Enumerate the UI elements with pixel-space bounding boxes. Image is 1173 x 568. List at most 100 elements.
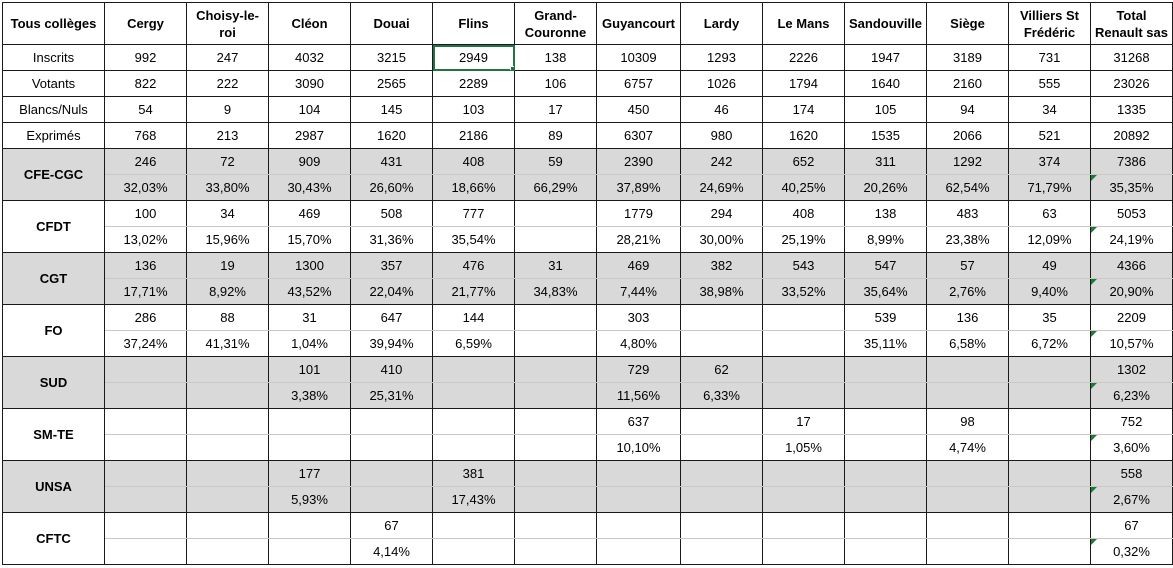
data-cell[interactable]: 1293: [680, 44, 763, 71]
percent-cell[interactable]: 18,66%: [432, 174, 515, 201]
percent-cell[interactable]: 9,40%: [1008, 278, 1091, 305]
votes-cell[interactable]: 381: [432, 460, 515, 487]
percent-cell[interactable]: [680, 434, 763, 461]
votes-cell[interactable]: [596, 460, 681, 487]
data-cell[interactable]: 2987: [268, 122, 351, 149]
data-cell[interactable]: 1620: [350, 122, 433, 149]
percent-cell[interactable]: 71,79%: [1008, 174, 1091, 201]
percent-cell[interactable]: [514, 226, 597, 253]
votes-cell[interactable]: [680, 512, 763, 539]
votes-cell[interactable]: 136: [926, 304, 1009, 331]
percent-cell[interactable]: [186, 434, 269, 461]
votes-cell[interactable]: 547: [844, 252, 927, 279]
party-name[interactable]: CFDT: [2, 200, 105, 253]
votes-cell[interactable]: [268, 408, 351, 435]
row-label[interactable]: Exprimés: [2, 122, 105, 149]
data-cell[interactable]: 1026: [680, 70, 763, 97]
data-cell[interactable]: 2186: [432, 122, 515, 149]
header-cell-corner[interactable]: Tous collèges: [2, 2, 105, 45]
percent-cell[interactable]: 66,29%: [514, 174, 597, 201]
percent-cell[interactable]: [680, 330, 763, 357]
header-cell-site[interactable]: Sandouville: [844, 2, 927, 45]
votes-cell[interactable]: [350, 408, 433, 435]
percent-cell[interactable]: 38,98%: [680, 278, 763, 305]
party-name[interactable]: CGT: [2, 252, 105, 305]
votes-cell[interactable]: 1302: [1090, 356, 1173, 383]
votes-cell[interactable]: 408: [432, 148, 515, 175]
data-cell[interactable]: 10309: [596, 44, 681, 71]
votes-cell[interactable]: 31: [514, 252, 597, 279]
votes-cell[interactable]: [844, 512, 927, 539]
votes-cell[interactable]: 1292: [926, 148, 1009, 175]
votes-cell[interactable]: 909: [268, 148, 351, 175]
votes-cell[interactable]: 98: [926, 408, 1009, 435]
votes-cell[interactable]: 431: [350, 148, 433, 175]
percent-cell[interactable]: 37,24%: [104, 330, 187, 357]
votes-cell[interactable]: [596, 512, 681, 539]
votes-cell[interactable]: [186, 408, 269, 435]
votes-cell[interactable]: 242: [680, 148, 763, 175]
data-cell[interactable]: 106: [514, 70, 597, 97]
votes-cell[interactable]: 357: [350, 252, 433, 279]
percent-cell[interactable]: 23,38%: [926, 226, 1009, 253]
data-cell[interactable]: 247: [186, 44, 269, 71]
percent-cell[interactable]: [186, 486, 269, 513]
percent-cell[interactable]: 34,83%: [514, 278, 597, 305]
votes-cell[interactable]: 752: [1090, 408, 1173, 435]
data-cell[interactable]: 105: [844, 96, 927, 123]
percent-cell[interactable]: 62,54%: [926, 174, 1009, 201]
votes-cell[interactable]: 246: [104, 148, 187, 175]
party-name[interactable]: CFTC: [2, 512, 105, 565]
percent-cell[interactable]: [268, 538, 351, 565]
percent-cell[interactable]: [104, 434, 187, 461]
votes-cell[interactable]: 67: [350, 512, 433, 539]
percent-cell[interactable]: [844, 538, 927, 565]
percent-cell[interactable]: [926, 538, 1009, 565]
percent-cell[interactable]: 28,21%: [596, 226, 681, 253]
votes-cell[interactable]: [186, 460, 269, 487]
votes-cell[interactable]: 138: [844, 200, 927, 227]
percent-cell[interactable]: [844, 434, 927, 461]
data-cell[interactable]: 213: [186, 122, 269, 149]
percent-cell[interactable]: [350, 486, 433, 513]
percent-cell[interactable]: 6,58%: [926, 330, 1009, 357]
data-cell[interactable]: 3189: [926, 44, 1009, 71]
votes-cell[interactable]: [514, 512, 597, 539]
votes-cell[interactable]: 543: [762, 252, 845, 279]
percent-cell[interactable]: 2,67%: [1090, 486, 1173, 513]
header-cell-total[interactable]: Total Renault sas: [1090, 2, 1173, 45]
percent-cell[interactable]: [432, 382, 515, 409]
percent-cell[interactable]: [186, 382, 269, 409]
percent-cell[interactable]: 26,60%: [350, 174, 433, 201]
data-cell[interactable]: 174: [762, 96, 845, 123]
data-cell[interactable]: 822: [104, 70, 187, 97]
data-cell[interactable]: 23026: [1090, 70, 1173, 97]
percent-cell[interactable]: [762, 330, 845, 357]
votes-cell[interactable]: [844, 460, 927, 487]
votes-cell[interactable]: 286: [104, 304, 187, 331]
votes-cell[interactable]: [762, 460, 845, 487]
data-cell[interactable]: 1947: [844, 44, 927, 71]
votes-cell[interactable]: 19: [186, 252, 269, 279]
percent-cell[interactable]: 35,54%: [432, 226, 515, 253]
percent-cell[interactable]: 3,60%: [1090, 434, 1173, 461]
data-cell[interactable]: 1335: [1090, 96, 1173, 123]
votes-cell[interactable]: 637: [596, 408, 681, 435]
percent-cell[interactable]: 4,74%: [926, 434, 1009, 461]
percent-cell[interactable]: 5,93%: [268, 486, 351, 513]
votes-cell[interactable]: 100: [104, 200, 187, 227]
data-cell[interactable]: 450: [596, 96, 681, 123]
percent-cell[interactable]: [1008, 382, 1091, 409]
votes-cell[interactable]: [104, 460, 187, 487]
percent-cell[interactable]: 17,43%: [432, 486, 515, 513]
data-cell[interactable]: 4032: [268, 44, 351, 71]
percent-cell[interactable]: 33,52%: [762, 278, 845, 305]
data-cell[interactable]: 138: [514, 44, 597, 71]
header-cell-site[interactable]: Guyancourt: [596, 2, 681, 45]
percent-cell[interactable]: [1008, 538, 1091, 565]
percent-cell[interactable]: 25,19%: [762, 226, 845, 253]
percent-cell[interactable]: 8,99%: [844, 226, 927, 253]
percent-cell[interactable]: [596, 538, 681, 565]
percent-cell[interactable]: 0,32%: [1090, 538, 1173, 565]
votes-cell[interactable]: [350, 460, 433, 487]
